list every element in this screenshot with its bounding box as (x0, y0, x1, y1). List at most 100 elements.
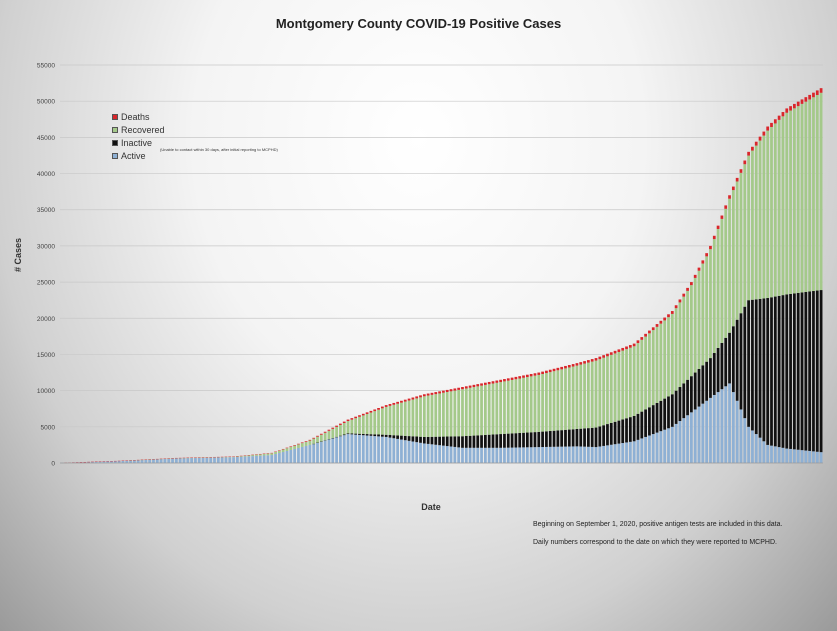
bar-deaths (751, 146, 754, 151)
bar-active (426, 443, 430, 463)
bar-recovered (537, 374, 541, 432)
bar-active (548, 446, 552, 463)
bar-inactive (651, 405, 655, 435)
bar-active (800, 450, 804, 463)
bar-active (613, 444, 617, 463)
bar-inactive (819, 290, 823, 453)
bar-recovered (289, 446, 293, 450)
bar-recovered (770, 127, 773, 298)
bar-active (113, 460, 117, 463)
bar-active (285, 450, 289, 463)
bar-active (503, 447, 506, 463)
bar-recovered (499, 382, 503, 435)
bar-recovered (804, 101, 808, 292)
bar-inactive (400, 435, 403, 440)
bar-deaths (632, 343, 636, 347)
bar-deaths (690, 282, 693, 286)
bar-deaths (289, 446, 293, 447)
bar-recovered (396, 403, 400, 436)
bar-inactive (560, 430, 564, 447)
bar-recovered (705, 256, 709, 362)
bar-inactive (537, 431, 541, 448)
bar-deaths (678, 299, 682, 303)
bar-deaths (571, 364, 575, 367)
bar-active (442, 445, 445, 463)
bar-active (289, 449, 293, 463)
bar-active (377, 436, 380, 463)
bar-deaths (556, 367, 560, 371)
bar-deaths (380, 406, 384, 409)
bar-active (350, 434, 354, 463)
y-tick-label: 35000 (37, 207, 55, 214)
bar-inactive (525, 432, 529, 448)
bar-recovered (407, 400, 411, 437)
bar-recovered (503, 381, 506, 434)
bar-active (617, 443, 621, 463)
legend-note: (Unable to contact within 30 days, after… (160, 147, 278, 152)
bar-active (583, 446, 586, 463)
bar-deaths (384, 405, 388, 407)
bar-recovered (628, 347, 632, 418)
bar-recovered (648, 333, 651, 408)
bar-deaths (762, 131, 766, 136)
y-tick-label: 50000 (37, 99, 55, 106)
bar-deaths (293, 445, 296, 446)
bar-deaths (308, 439, 312, 441)
bar-inactive (464, 436, 468, 448)
bar-inactive (422, 436, 426, 444)
bar-active (373, 436, 377, 463)
bar-recovered (323, 432, 327, 441)
bar-active (388, 437, 392, 463)
bar-active (751, 430, 754, 463)
bar-recovered (335, 426, 338, 437)
bar-active (579, 446, 583, 463)
bar-inactive (384, 434, 388, 437)
bar-deaths (735, 177, 739, 182)
bar-recovered (438, 393, 441, 437)
bar-active (380, 436, 384, 463)
bar-recovered (270, 453, 274, 456)
bar-active (621, 443, 625, 463)
bar-deaths (377, 408, 380, 410)
bar-inactive (644, 409, 647, 437)
y-tick-label: 0 (51, 461, 55, 468)
bar-deaths (426, 393, 430, 396)
bar-inactive (583, 428, 586, 447)
bar-inactive (720, 342, 724, 390)
bar-active (712, 394, 716, 463)
bar-active (453, 446, 457, 463)
bar-recovered (674, 308, 678, 391)
bar-active (724, 386, 728, 463)
bar-deaths (739, 169, 743, 173)
bar-inactive (369, 434, 373, 436)
bar-deaths (773, 119, 777, 124)
bar-recovered (796, 106, 800, 293)
bar-recovered (239, 456, 243, 457)
bar-recovered (300, 443, 304, 447)
bar-inactive (709, 358, 712, 398)
bar-recovered (518, 378, 522, 433)
bar-recovered (480, 385, 483, 436)
bar-deaths (606, 353, 609, 357)
bar-deaths (388, 404, 392, 406)
bar-recovered (297, 444, 300, 448)
bar-inactive (514, 433, 518, 448)
bar-inactive (777, 295, 781, 448)
bar-deaths (464, 386, 468, 389)
bar-recovered (377, 409, 380, 435)
bar-active (323, 440, 327, 463)
bar-recovered (354, 418, 358, 434)
bar-deaths (396, 401, 400, 404)
bar-deaths (686, 287, 689, 291)
bar-deaths (808, 94, 812, 100)
y-tick-label: 45000 (37, 135, 55, 142)
bar-recovered (693, 277, 697, 373)
bar-active (87, 461, 90, 463)
bar-recovered (670, 313, 674, 395)
bar-recovered (339, 424, 342, 436)
bar-active (739, 409, 743, 463)
bar-active (457, 447, 461, 463)
bar-active (281, 452, 285, 463)
bar-deaths (590, 359, 594, 362)
bar-active (91, 461, 94, 463)
